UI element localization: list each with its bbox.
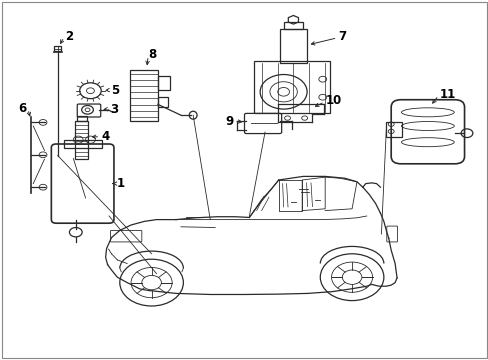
Bar xyxy=(158,97,167,107)
Bar xyxy=(279,29,306,63)
Bar xyxy=(54,46,61,51)
Text: 7: 7 xyxy=(338,30,346,43)
Text: 11: 11 xyxy=(439,88,455,101)
Text: 9: 9 xyxy=(224,115,233,128)
Bar xyxy=(75,121,88,159)
Text: 5: 5 xyxy=(111,84,119,96)
Text: 4: 4 xyxy=(101,130,109,143)
Text: 10: 10 xyxy=(325,94,341,107)
Text: 2: 2 xyxy=(65,30,73,42)
Bar xyxy=(283,22,303,29)
Text: 8: 8 xyxy=(148,48,156,61)
Bar xyxy=(63,140,102,148)
Bar xyxy=(158,76,170,90)
Text: 1: 1 xyxy=(116,177,124,190)
Bar xyxy=(129,70,158,121)
Bar xyxy=(77,116,86,121)
Text: 6: 6 xyxy=(19,102,27,114)
Bar xyxy=(386,122,401,137)
Bar xyxy=(254,61,329,113)
Text: 3: 3 xyxy=(110,103,118,116)
